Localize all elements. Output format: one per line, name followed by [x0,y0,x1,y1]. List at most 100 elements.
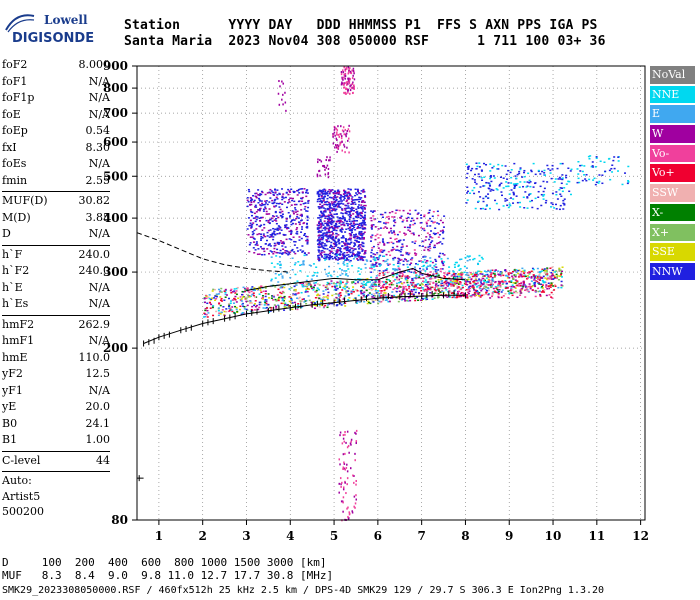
echo-point [318,284,321,286]
echo-point [293,200,296,203]
echo-point [395,249,398,251]
echo-point [505,282,508,285]
echo-point [255,215,258,218]
param-name: h`F2 [2,264,30,277]
echo-point [428,245,431,248]
echo-point [214,299,217,302]
echo-point [398,209,401,212]
echo-point [480,256,483,259]
echo-point [522,185,525,188]
echo-point [431,298,434,300]
echo-point [326,156,328,159]
echo-point [512,285,515,288]
echo-point [529,200,532,203]
echo-point [409,225,412,228]
echo-point [328,217,331,219]
param-row-fof1: foF1 N/A [2,75,110,92]
echo-point [269,250,272,252]
echo-point [358,231,361,233]
echo-point [412,232,415,234]
echo-point [220,287,223,290]
echo-point [356,237,359,239]
echo-point [345,135,347,138]
echo-point [344,274,347,276]
echo-point [384,222,387,225]
echo-point [378,269,381,272]
echo-point [420,299,423,302]
echo-point [332,203,335,205]
echo-point [337,238,340,241]
echo-point [349,442,352,445]
echo-point [330,196,333,199]
echo-point [521,275,524,278]
echo-point [360,234,363,237]
echo-point [291,210,294,212]
echo-point [386,268,389,270]
echo-point [278,226,281,228]
echo-point [293,289,296,292]
echo-point [470,295,473,298]
echo-point [424,239,427,241]
echo-point [370,210,373,212]
echo-point [304,300,307,302]
echo-point [306,216,309,219]
echo-point [288,253,291,255]
echo-point [291,269,294,271]
echo-point [335,137,338,140]
echo-point [348,287,351,290]
echo-point [324,201,327,204]
echo-point [281,98,283,101]
echo-point [363,291,366,293]
echo-point [388,283,391,286]
echo-point [525,288,528,291]
echo-point [370,267,373,270]
echo-point [497,295,500,298]
echo-point [373,293,376,295]
echo-point [332,134,334,137]
echo-point [220,300,223,302]
echo-point [324,229,327,231]
echo-point [434,265,437,268]
echo-point [332,198,335,201]
echo-point [617,156,620,158]
echo-point [362,245,365,248]
echo-point [460,288,463,291]
echo-point [348,124,350,127]
echo-point [459,277,462,280]
echo-point [610,167,613,170]
echo-point [342,126,345,129]
echo-point [594,183,597,186]
echo-point [397,295,400,297]
echo-point [325,253,328,256]
echo-point [313,284,316,287]
echo-point [261,253,264,256]
echo-point [306,219,309,222]
echo-point [283,309,286,311]
echo-point [328,191,331,193]
echo-point [352,234,355,236]
echo-point [346,88,348,91]
echo-point [415,263,418,265]
echo-point [417,212,420,214]
echo-point [344,209,347,211]
echo-point [317,243,320,246]
echo-point [550,276,553,279]
echo-point [557,178,560,180]
echo-point [513,291,516,293]
echo-point [523,283,526,286]
echo-point [413,249,416,251]
echo-point [362,219,365,222]
echo-point [256,288,259,290]
echo-point [554,203,557,206]
echo-point [347,188,350,190]
echo-point [264,292,267,295]
echo-point [339,228,342,231]
echo-point [336,250,339,253]
echo-point [262,233,265,235]
echo-point [407,260,410,262]
echo-point [551,168,554,170]
echo-point [371,299,374,302]
echo-point [378,265,381,267]
echo-point [469,295,472,297]
